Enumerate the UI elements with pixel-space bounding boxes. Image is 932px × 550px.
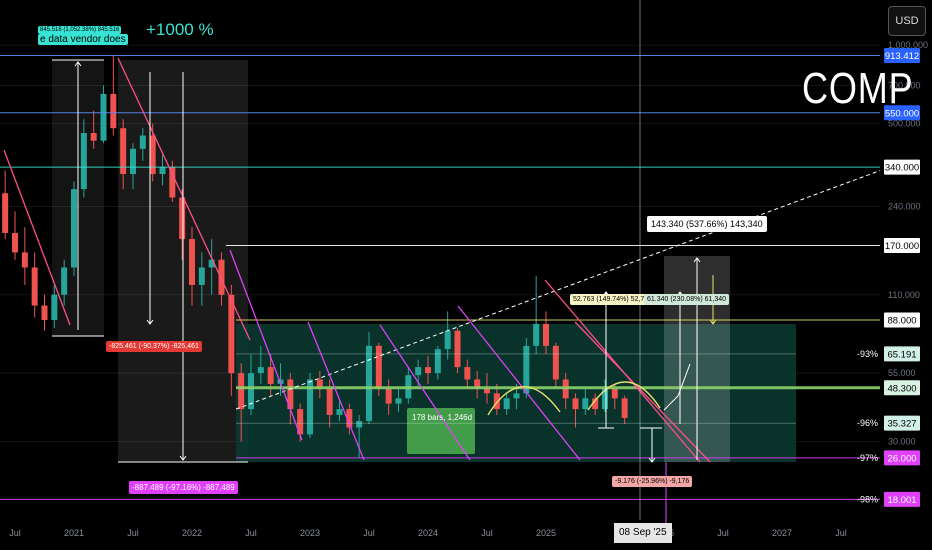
candle-body xyxy=(464,367,470,379)
price-tick-label: 240.000 xyxy=(888,202,921,212)
cursor-date-tag: 08 Sep '25 xyxy=(614,523,672,543)
top-note-values: 845.516 (1,052.38%) 845.516 xyxy=(38,26,121,34)
candle-body xyxy=(179,198,185,240)
time-tick-label: Jul xyxy=(363,528,375,538)
time-tick-label: 2025 xyxy=(536,528,556,538)
candle-body xyxy=(553,346,559,380)
candle-body xyxy=(258,367,264,373)
candle-body xyxy=(130,149,136,174)
candle-body xyxy=(150,135,156,174)
currency-button[interactable]: USD xyxy=(888,6,926,36)
percent-level-label: -97% xyxy=(857,453,878,463)
candle-body xyxy=(61,267,67,294)
price-tag-label: 65.191 xyxy=(887,349,916,360)
small-drop-label: -9.176 (-25.96%) -9,176 xyxy=(612,476,692,487)
time-tick-label: Jul xyxy=(127,528,139,538)
candle-body xyxy=(91,133,97,141)
price-tag-label: 18.001 xyxy=(887,495,916,506)
percent-level-label: -93% xyxy=(857,349,878,359)
candle-body xyxy=(199,267,205,284)
candle-body xyxy=(386,389,392,404)
price-tag-label: 913.412 xyxy=(885,51,919,62)
candle-body xyxy=(366,346,372,421)
candle-body xyxy=(435,349,441,373)
candle-body xyxy=(425,367,431,373)
drop-1-label: -825.461 (-90.37%) -825,461 xyxy=(106,341,202,352)
top-note: e data vendor does xyxy=(38,34,128,45)
gain-label: +1000 % xyxy=(146,20,214,40)
candle-body xyxy=(71,189,77,267)
candle-body xyxy=(110,94,116,128)
candle-body xyxy=(622,398,628,418)
candle-body xyxy=(356,421,362,427)
time-tick-label: Jul xyxy=(9,528,21,538)
candle-body xyxy=(238,373,244,409)
candle-body xyxy=(2,193,8,233)
candle-body xyxy=(445,331,451,349)
percent-level-label: -98% xyxy=(857,494,878,504)
candle-body xyxy=(32,267,38,305)
candle-body xyxy=(219,260,225,295)
price-tag-label: 26.000 xyxy=(887,453,916,464)
drop-2-label: -887.489 (-97.16%) -887,489 xyxy=(129,481,238,494)
candle-body xyxy=(160,167,166,174)
target-3-label: 61.340 (230.08%) 61,340 xyxy=(644,294,729,305)
time-tick-label: Jul xyxy=(835,528,847,538)
candle-body xyxy=(140,135,146,148)
candle-body xyxy=(42,306,48,320)
range-box-label: 178 bars, 1,246d xyxy=(409,411,475,424)
price-tick-label: 30.000 xyxy=(888,437,916,447)
price-tag-label: 170.000 xyxy=(885,241,919,252)
candle-body xyxy=(504,398,510,409)
price-tag-label: 340.000 xyxy=(885,163,919,174)
candle-body xyxy=(228,295,234,373)
candle-body xyxy=(573,398,579,409)
candle-body xyxy=(376,346,382,389)
candle-body xyxy=(396,398,402,403)
percent-level-label: -96% xyxy=(857,418,878,428)
candle-body xyxy=(101,94,107,141)
time-tick-label: 2021 xyxy=(64,528,84,538)
time-tick-label: 2027 xyxy=(772,528,792,538)
time-tick-label: Jul xyxy=(481,528,493,538)
candle-body xyxy=(327,389,333,415)
candle-body xyxy=(533,324,539,346)
candle-body xyxy=(514,393,520,398)
price-tag-label: 88.000 xyxy=(887,315,916,326)
time-tick-label: 2022 xyxy=(182,528,202,538)
candle-body xyxy=(81,133,87,189)
candle-body xyxy=(51,295,57,320)
target-1-label: 143.340 (537.66%) 143,340 xyxy=(647,216,767,232)
time-tick-label: Jul xyxy=(245,528,257,538)
time-tick-label: 2024 xyxy=(418,528,438,538)
candle-body xyxy=(337,409,343,415)
time-tick-label: 2023 xyxy=(300,528,320,538)
candle-body xyxy=(169,167,175,197)
ticker-label: COMP xyxy=(802,64,914,114)
candle-body xyxy=(268,367,274,384)
candle-body xyxy=(22,252,28,267)
candle-body xyxy=(612,389,618,399)
price-tick-label: 110.000 xyxy=(888,290,920,300)
candle-body xyxy=(582,398,588,409)
candle-body xyxy=(543,324,549,346)
candle-body xyxy=(455,331,461,367)
time-tick-label: Jul xyxy=(717,528,729,538)
target-2-label: 52.763 (149.74%) 52,763 xyxy=(570,294,655,305)
candle-body xyxy=(12,233,18,252)
candle-body xyxy=(189,239,195,285)
price-tag-label: 35.327 xyxy=(887,419,916,430)
candle-body xyxy=(415,367,421,375)
price-tick-label: 55.000 xyxy=(888,368,916,378)
price-tag-label: 48.300 xyxy=(887,383,916,394)
